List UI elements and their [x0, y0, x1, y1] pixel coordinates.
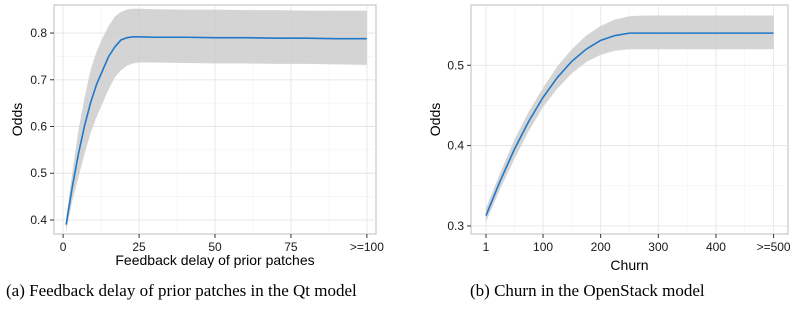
x-tick-label: >=500 — [757, 240, 791, 254]
x-tick-label: 100 — [533, 240, 553, 254]
series-line — [485, 32, 774, 216]
y-axis-label: Odds — [9, 103, 25, 136]
y-tick-label: 0.4 — [30, 213, 47, 227]
x-tick-label: 0 — [60, 240, 67, 254]
y-axis-label: Odds — [427, 103, 443, 136]
chart-b: 1 100 200 300 400 >=500 0.3 0.4 0.5 Churn Odds — [427, 4, 791, 273]
y-tick-label: 0.5 — [30, 166, 47, 180]
caption-a: (a) Feedback delay of prior patches in t… — [6, 281, 357, 300]
x-tick-label: 25 — [132, 240, 146, 254]
y-tick-label: 0.4 — [447, 139, 464, 153]
caption-b: (b) Churn in the OpenStack model — [470, 281, 705, 300]
confidence-band — [66, 8, 367, 232]
y-tick-label: 0.6 — [30, 120, 47, 134]
x-tick-label: 200 — [591, 240, 611, 254]
x-tick-label: 1 — [483, 240, 490, 254]
x-tick-label: 300 — [648, 240, 668, 254]
series-line — [65, 35, 367, 225]
chart-a: 0 25 50 75 >=100 0.4 0.5 0.6 0.7 0.8 Feedback dela… — [9, 4, 384, 268]
x-tick-label: 50 — [208, 240, 222, 254]
x-tick-label: 75 — [284, 240, 298, 254]
y-tick-label: 0.8 — [30, 26, 47, 40]
y-tick-label: 0.7 — [30, 73, 47, 87]
x-tick-label: 400 — [706, 240, 726, 254]
x-tick-label: >=100 — [350, 240, 384, 254]
y-tick-label: 0.3 — [447, 219, 464, 233]
x-axis-label: Feedback delay of prior patches — [115, 252, 314, 268]
confidence-band — [485, 15, 774, 222]
y-tick-label: 0.5 — [447, 58, 464, 72]
x-axis-label: Churn — [610, 257, 648, 273]
